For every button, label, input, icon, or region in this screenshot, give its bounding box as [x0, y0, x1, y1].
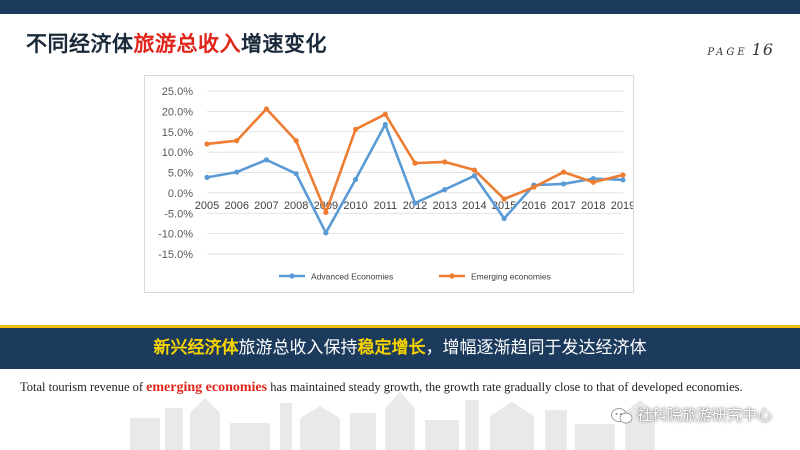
x-tick-label: 2013: [432, 200, 456, 212]
x-tick-label: 2011: [373, 200, 397, 212]
x-tick-label: 2016: [522, 200, 546, 212]
y-tick-label: -5.0%: [164, 208, 193, 220]
title-part1: 不同经济体: [26, 32, 134, 56]
data-point: [293, 138, 299, 144]
x-tick-label: 2012: [403, 200, 427, 212]
y-tick-label: -10.0%: [158, 229, 193, 241]
data-point: [620, 172, 626, 178]
banner-part3: 稳定增长: [357, 338, 426, 358]
y-tick-label: 10.0%: [162, 147, 193, 159]
watermark-text: 社科院旅游研究中心: [636, 406, 772, 424]
title-part2: 旅游总收入: [133, 32, 241, 56]
data-point: [382, 111, 388, 117]
data-point: [204, 174, 210, 180]
data-point: [263, 157, 270, 163]
page-number: PAGE 16: [707, 40, 774, 59]
x-tick-label: 2005: [195, 200, 219, 212]
legend-label: Advanced Economies: [311, 272, 393, 282]
data-point: [293, 171, 299, 177]
data-point: [560, 169, 567, 175]
y-tick-label: 5.0%: [168, 168, 193, 180]
y-tick-label: 0.0%: [168, 188, 193, 200]
x-tick-label: 2014: [462, 200, 486, 212]
data-point: [471, 173, 478, 179]
x-tick-label: 2019: [611, 200, 633, 212]
x-tick-label: 2009: [314, 200, 338, 212]
data-point: [560, 181, 567, 187]
y-tick-label: -15.0%: [158, 249, 193, 261]
x-tick-label: 2010: [343, 200, 367, 212]
data-point: [620, 177, 626, 183]
data-point: [531, 184, 537, 190]
banner-part1: 新兴经济体: [153, 338, 239, 358]
banner-part2: 旅游总收入保持: [238, 338, 358, 358]
page-number-value: 16: [751, 40, 774, 59]
data-point: [590, 176, 596, 182]
description-text: Total tourism revenue of emerging econom…: [20, 379, 760, 396]
data-point: [382, 121, 388, 128]
data-point: [442, 187, 448, 193]
data-point: [263, 106, 270, 112]
top-bar: [0, 0, 800, 14]
data-point: [352, 126, 359, 132]
desc-before: Total tourism revenue of: [20, 380, 147, 394]
data-point: [501, 215, 507, 222]
chart: 25.0% 20.0% 15.0% 10.0% 5.0% 0.0% -5.0% -10.0% -…: [144, 75, 634, 293]
x-tick-label: 2017: [551, 200, 575, 212]
legend-marker: [449, 273, 455, 279]
banner-part4: ，增幅逐渐趋同于发达经济体: [425, 338, 647, 358]
x-tick-label: 2006: [224, 200, 248, 212]
y-tick-label: 25.0%: [162, 86, 193, 98]
desc-highlight: emerging economies: [146, 380, 268, 395]
data-point: [590, 179, 596, 185]
page-label: PAGE: [707, 47, 748, 58]
desc-after: has maintained steady growth, the growth…: [267, 380, 743, 394]
legend-label: Emerging economies: [471, 272, 551, 282]
title-part3: 增速变化: [241, 32, 327, 56]
conclusion-banner: 新兴经济体旅游总收入保持稳定增长，增幅逐渐趋同于发达经济体: [0, 325, 800, 369]
data-point: [501, 196, 507, 202]
data-point: [412, 200, 418, 206]
x-tick-label: 2007: [254, 200, 278, 212]
line-chart-svg: 25.0% 20.0% 15.0% 10.0% 5.0% 0.0% -5.0% -10.0% -…: [158, 86, 633, 282]
series-line-advanced: [206, 123, 624, 235]
data-point: [323, 230, 329, 236]
y-tick-label: 20.0%: [162, 106, 193, 118]
data-point: [471, 167, 478, 173]
city-skyline-decoration: [130, 392, 655, 450]
data-point: [204, 141, 210, 147]
data-point: [412, 160, 418, 166]
data-point: [352, 176, 359, 183]
x-tick-label: 2018: [581, 200, 605, 212]
watermark: 社科院旅游研究中心: [611, 404, 772, 425]
x-tick-label: 2008: [284, 200, 308, 212]
data-point: [234, 169, 240, 175]
data-point: [234, 138, 240, 144]
wechat-icon: [611, 407, 633, 423]
y-tick-label: 15.0%: [162, 127, 193, 139]
data-point: [323, 209, 329, 216]
data-point: [442, 159, 448, 165]
legend-marker: [289, 273, 295, 279]
slide-title: 不同经济体旅游总收入增速变化: [26, 28, 327, 58]
